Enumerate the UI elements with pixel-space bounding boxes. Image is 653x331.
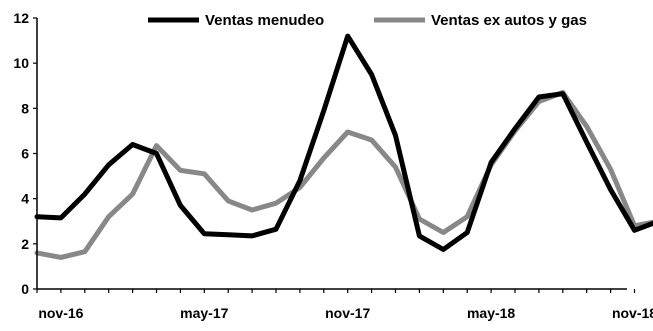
y-tick-label: 0 xyxy=(21,281,29,297)
legend: Ventas menudeo Ventas ex autos y gas xyxy=(148,12,587,29)
legend-label-ventas-menudeo: Ventas menudeo xyxy=(205,12,324,29)
x-tick-label: may-17 xyxy=(180,305,228,321)
plot-area xyxy=(34,33,653,260)
y-tick-label: 12 xyxy=(13,10,29,26)
series-line-ventas-ex-autos-y-gas xyxy=(34,90,653,260)
axes: 0 2 4 6 8 10 12 nov-16 may-17 nov-17 may-18 nov-18 xyxy=(13,10,653,321)
x-tick-label: nov-18 xyxy=(612,305,653,321)
y-tick-label: 8 xyxy=(21,100,29,116)
legend-label-ventas-ex-autos-y-gas: Ventas ex autos y gas xyxy=(431,12,587,29)
y-tick-label: 10 xyxy=(13,55,29,71)
x-tick-label: nov-17 xyxy=(325,305,370,321)
series-line-ventas-menudeo xyxy=(34,33,653,252)
x-tick-label: nov-16 xyxy=(38,305,83,321)
x-tick-label: may-18 xyxy=(467,305,515,321)
y-tick-label: 4 xyxy=(21,191,29,207)
y-tick-label: 2 xyxy=(21,236,29,252)
y-tick-label: 6 xyxy=(21,146,29,162)
